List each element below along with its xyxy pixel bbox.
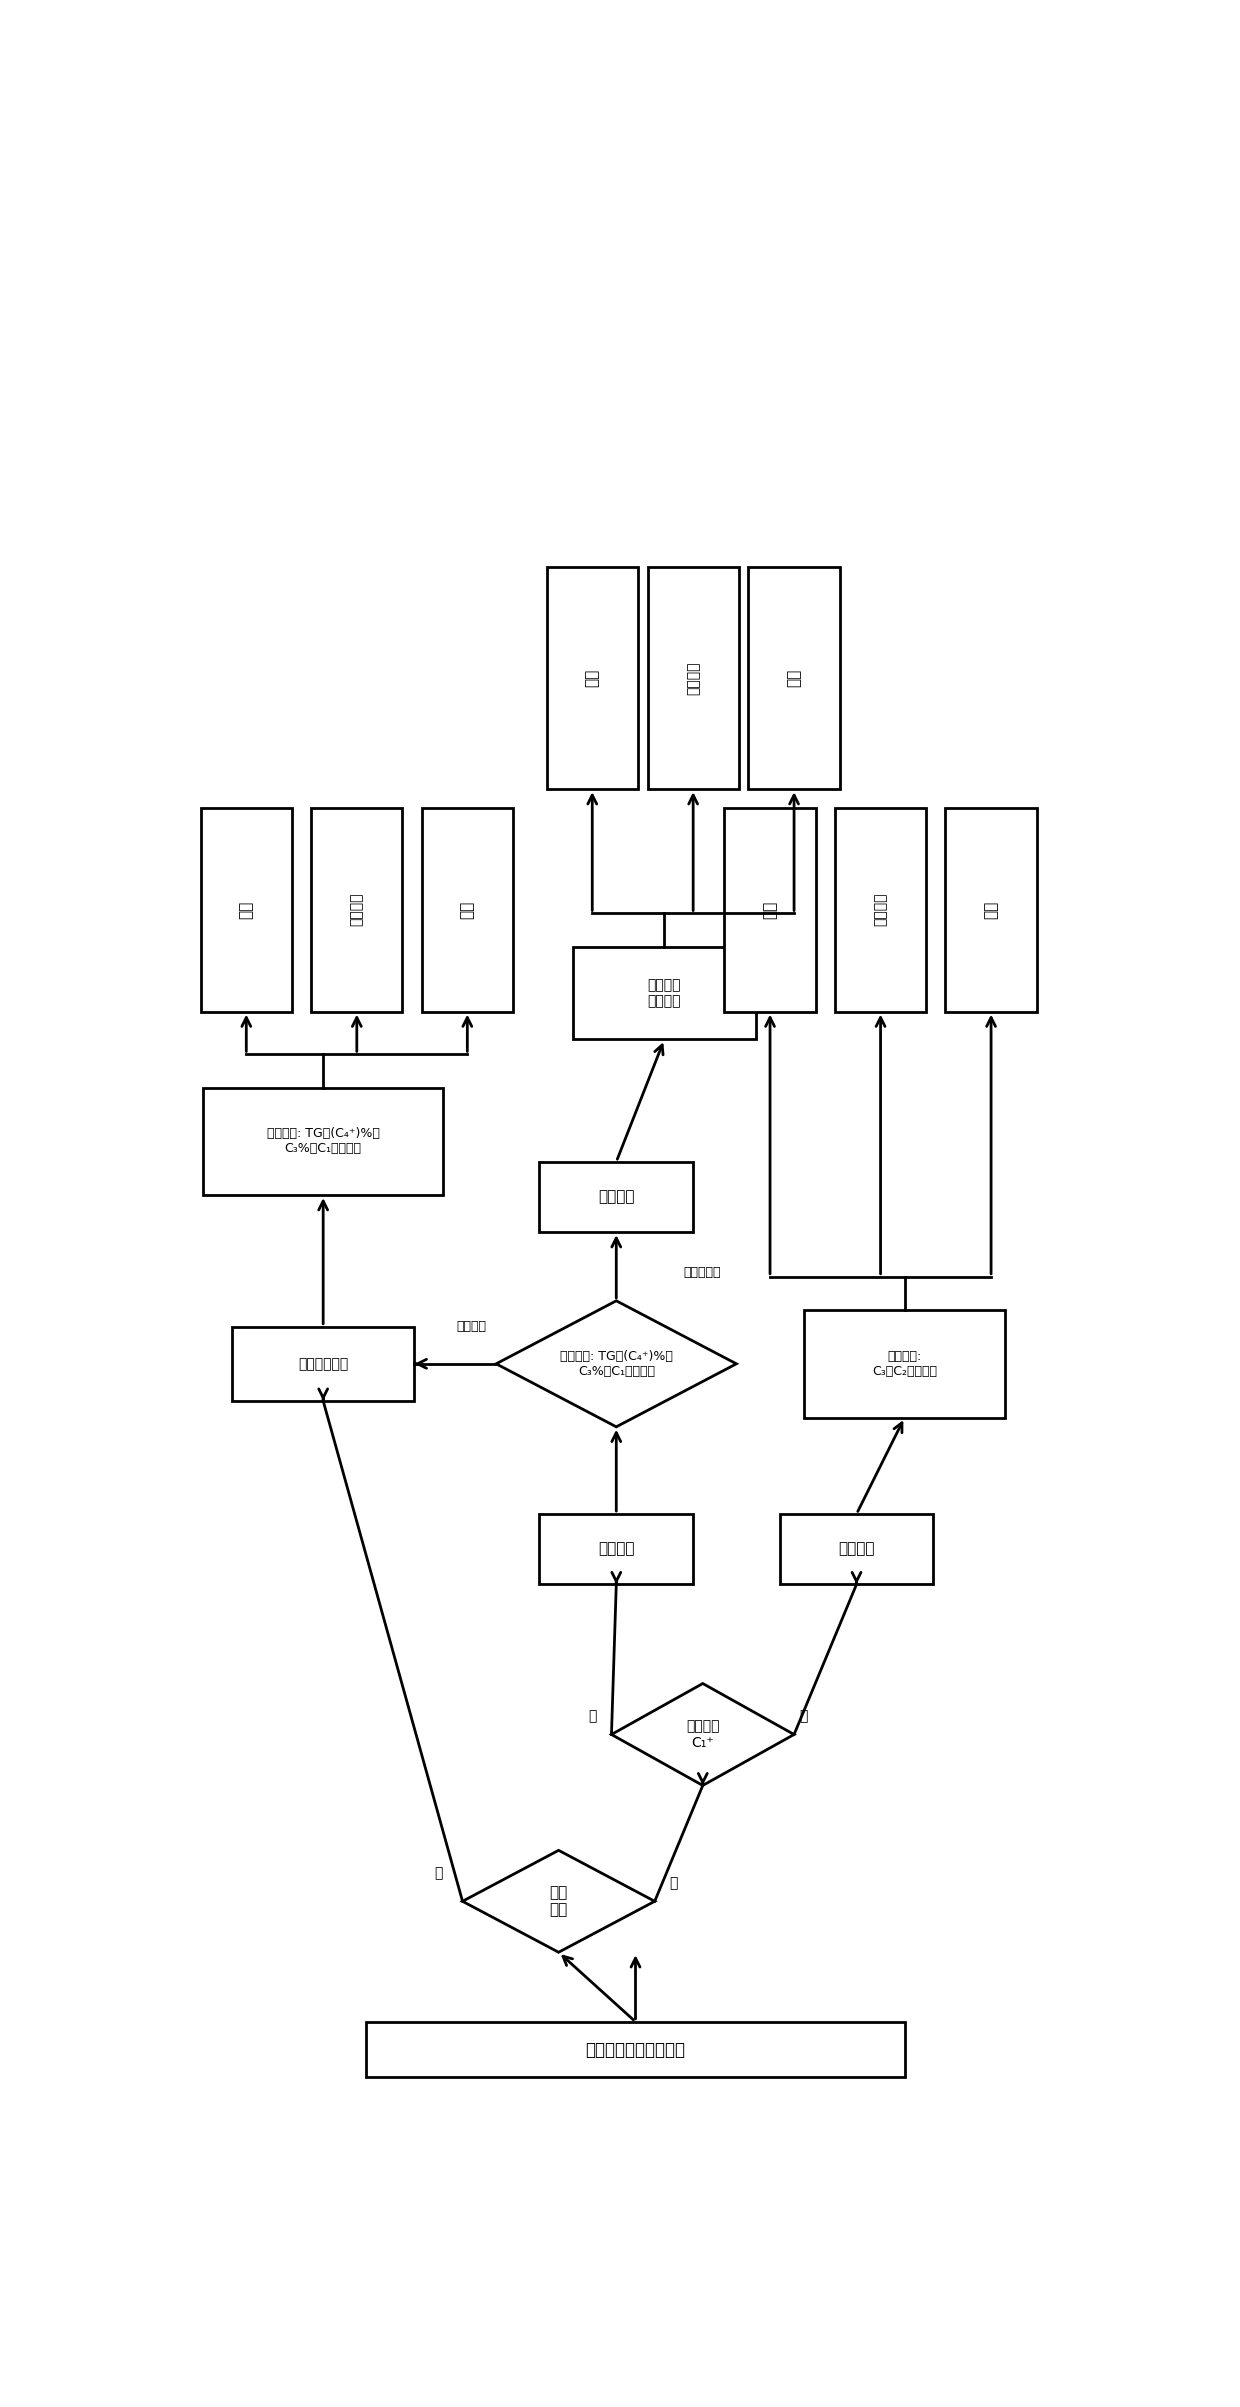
- Text: 特征参数:
C₃、C₂异常倍数: 特征参数: C₃、C₂异常倍数: [872, 1350, 937, 1377]
- Text: 油层评价: 油层评价: [598, 1189, 635, 1204]
- Text: 气: 气: [434, 1865, 443, 1880]
- Text: 特征参数
异常倍数: 特征参数 异常倍数: [647, 977, 681, 1009]
- Bar: [749, 568, 839, 789]
- Bar: [203, 1088, 444, 1196]
- Text: 含油水层: 含油水层: [873, 893, 888, 927]
- Text: 油: 油: [670, 1875, 678, 1889]
- Text: 油层: 油层: [763, 900, 777, 919]
- Bar: [422, 809, 513, 1011]
- Text: 原生油层: 原生油层: [598, 1540, 635, 1557]
- Text: 含气水层: 含气水层: [350, 893, 363, 927]
- Polygon shape: [496, 1300, 737, 1427]
- Text: 否: 否: [800, 1709, 808, 1723]
- Text: 综合录井随钻实时解释: 综合录井随钻实时解释: [585, 2041, 686, 2058]
- Bar: [780, 1514, 934, 1584]
- Text: 水层: 水层: [786, 669, 801, 686]
- Bar: [232, 1326, 414, 1401]
- Bar: [539, 1163, 693, 1232]
- Bar: [835, 809, 926, 1011]
- Text: 特征参数
C₁⁺: 特征参数 C₁⁺: [686, 1719, 719, 1750]
- Polygon shape: [611, 1682, 794, 1786]
- Bar: [201, 809, 291, 1011]
- Bar: [724, 809, 816, 1011]
- Text: 水层: 水层: [983, 900, 998, 919]
- Text: 含油水层: 含油水层: [686, 662, 701, 696]
- Text: 水层: 水层: [460, 900, 475, 919]
- Text: 不符合条件: 不符合条件: [683, 1266, 720, 1281]
- Bar: [804, 1309, 1006, 1418]
- Text: 烃层
类型: 烃层 类型: [549, 1885, 568, 1918]
- Polygon shape: [463, 1851, 655, 1952]
- Bar: [945, 809, 1037, 1011]
- Bar: [539, 1514, 693, 1584]
- Bar: [367, 2022, 905, 2077]
- Text: 含气储层评价: 含气储层评价: [298, 1358, 348, 1372]
- Text: 符合条件: 符合条件: [456, 1319, 486, 1333]
- Text: 是: 是: [588, 1709, 596, 1723]
- Bar: [547, 568, 637, 789]
- Bar: [647, 568, 739, 789]
- Text: 特征参数: TG、(C₄⁺)%、
C₃%、C₁异常倍数: 特征参数: TG、(C₄⁺)%、 C₃%、C₁异常倍数: [267, 1126, 379, 1155]
- Text: 气层: 气层: [239, 900, 254, 919]
- Bar: [573, 946, 755, 1040]
- Text: 次生油层: 次生油层: [838, 1540, 874, 1557]
- Text: 油层: 油层: [585, 669, 600, 686]
- Text: 特征参数: TG、(C₄⁺)%、
C₃%、C₁异常倍数: 特征参数: TG、(C₄⁺)%、 C₃%、C₁异常倍数: [559, 1350, 673, 1377]
- Bar: [311, 809, 403, 1011]
